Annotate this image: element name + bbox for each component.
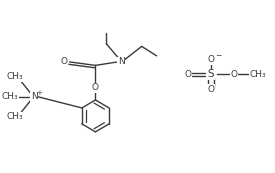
- Text: S: S: [208, 69, 214, 79]
- Text: O: O: [61, 57, 68, 66]
- Text: CH₃: CH₃: [7, 112, 24, 121]
- Text: +: +: [37, 90, 43, 95]
- Text: O: O: [208, 85, 214, 94]
- Text: O: O: [208, 55, 214, 64]
- Text: CH₃: CH₃: [1, 92, 18, 101]
- Text: O: O: [231, 70, 238, 79]
- Text: O: O: [185, 70, 191, 79]
- Text: −: −: [216, 51, 222, 60]
- Text: O: O: [92, 83, 99, 92]
- Text: N: N: [118, 57, 125, 66]
- Text: N: N: [31, 92, 38, 101]
- Text: CH₃: CH₃: [249, 70, 266, 79]
- Text: CH₃: CH₃: [7, 72, 24, 81]
